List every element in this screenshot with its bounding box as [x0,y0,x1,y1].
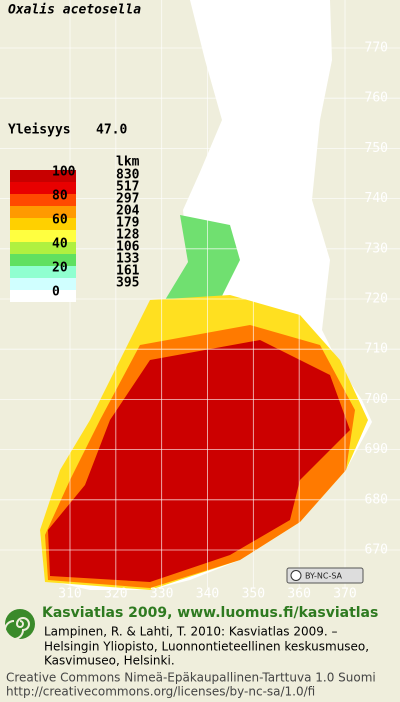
legend-swatch [10,278,76,290]
y-coordinate-label: 730 [365,241,388,256]
legend-swatch [10,290,76,302]
y-coordinate-label: 750 [365,141,388,156]
x-coordinate-label: 340 [196,587,219,602]
x-coordinate-label: 320 [104,587,127,602]
y-coordinate-label: 720 [365,292,388,307]
legend-count: 517 [116,180,139,195]
species-title: Oxalis acetosella [8,3,141,18]
badge-icon [290,570,302,581]
badge-box [286,567,364,584]
legend-scale-label: 100 [52,165,76,180]
legend-scale-label: 80 [52,189,68,204]
frequency-value: 47.0 [96,123,127,138]
legend-scale-label: 20 [52,261,68,276]
legend-swatch [10,182,76,194]
citation-line: Kasvimuseo, Helsinki. [44,654,175,668]
citation-line: Helsingin Yliopisto, Luonnontieteellinen… [44,640,369,654]
legend-count: 204 [116,204,140,219]
legend-scale-label: 60 [52,213,68,228]
y-coordinate-label: 710 [365,342,388,357]
y-coordinate-label: 740 [365,191,388,206]
y-coordinate-label: 680 [365,492,388,507]
license-badge: BY-NC-SA [286,567,364,584]
y-coordinate-label: 770 [365,41,388,56]
y-coordinate-label: 670 [365,543,388,558]
y-coordinate-label: 690 [365,442,388,457]
legend-swatch [10,170,76,182]
legend-count: 395 [116,276,139,291]
license-line: Creative Commons Nimeä-Epäkaupallinen-Ta… [6,671,376,685]
logo-spiral [4,617,30,640]
x-coordinate-label: 330 [150,587,173,602]
map [40,0,372,590]
legend-scale-label: 40 [52,237,68,252]
license-line: http://creativecommons.org/licenses/by-n… [6,685,315,699]
legend-count: 297 [116,192,139,207]
legend-swatch [10,194,76,206]
count-header: lkm [116,155,140,170]
legend-count: 161 [116,264,140,279]
legend-count: 106 [116,240,140,255]
y-coordinate-label: 760 [365,91,388,106]
legend-swatch [10,230,76,242]
badge-text: BY-NC-SA [305,572,343,581]
legend-swatch [10,254,76,266]
footer-heading: Kasviatlas 2009, www.luomus.fi/kasviatla… [42,605,378,621]
x-coordinate-label: 310 [58,587,81,602]
frequency-label: Yleisyys [8,123,71,138]
x-coordinate-label: 360 [287,587,310,602]
legend-swatch [10,242,76,254]
legend-swatch [10,206,76,218]
x-coordinate-label: 350 [242,587,265,602]
legend-swatch [10,266,76,278]
logo-circle [5,609,35,639]
legend-scale-label: 0 [52,285,60,300]
y-coordinate-label: 700 [365,392,388,407]
legend-count: 128 [116,228,140,243]
red-zone [48,340,350,582]
citation-line: Lampinen, R. & Lahti, T. 2010: Kasviatla… [44,625,338,639]
logo [4,609,35,640]
x-coordinate-label: 370 [333,587,356,602]
legend: lkm 100 80 60 40 20 0 830517297204179128106133… [10,155,140,302]
legend-count: 133 [116,252,139,267]
legend-count: 179 [116,216,139,231]
legend-swatch [10,218,76,230]
legend-count: 830 [116,168,140,183]
